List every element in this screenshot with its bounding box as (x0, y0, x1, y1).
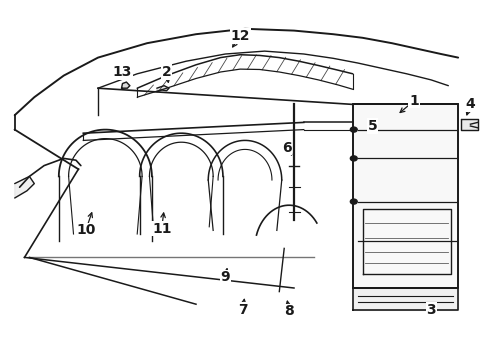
Text: 2: 2 (162, 65, 172, 79)
Polygon shape (353, 104, 458, 288)
Text: 9: 9 (220, 270, 230, 284)
Text: 13: 13 (113, 65, 132, 79)
Circle shape (350, 156, 357, 161)
Text: 6: 6 (282, 141, 292, 154)
Text: 8: 8 (284, 305, 294, 318)
Polygon shape (15, 176, 34, 198)
Circle shape (350, 127, 357, 132)
Polygon shape (461, 119, 478, 130)
Text: 4: 4 (466, 98, 475, 111)
Text: 5: 5 (368, 119, 377, 133)
Text: 10: 10 (76, 224, 96, 237)
Text: 7: 7 (238, 303, 247, 316)
Text: 1: 1 (409, 94, 419, 108)
Text: 11: 11 (152, 222, 172, 235)
Circle shape (350, 199, 357, 204)
Polygon shape (122, 82, 130, 88)
Text: 12: 12 (230, 29, 250, 43)
Text: 3: 3 (426, 303, 436, 316)
Polygon shape (353, 288, 458, 310)
Polygon shape (157, 86, 169, 92)
